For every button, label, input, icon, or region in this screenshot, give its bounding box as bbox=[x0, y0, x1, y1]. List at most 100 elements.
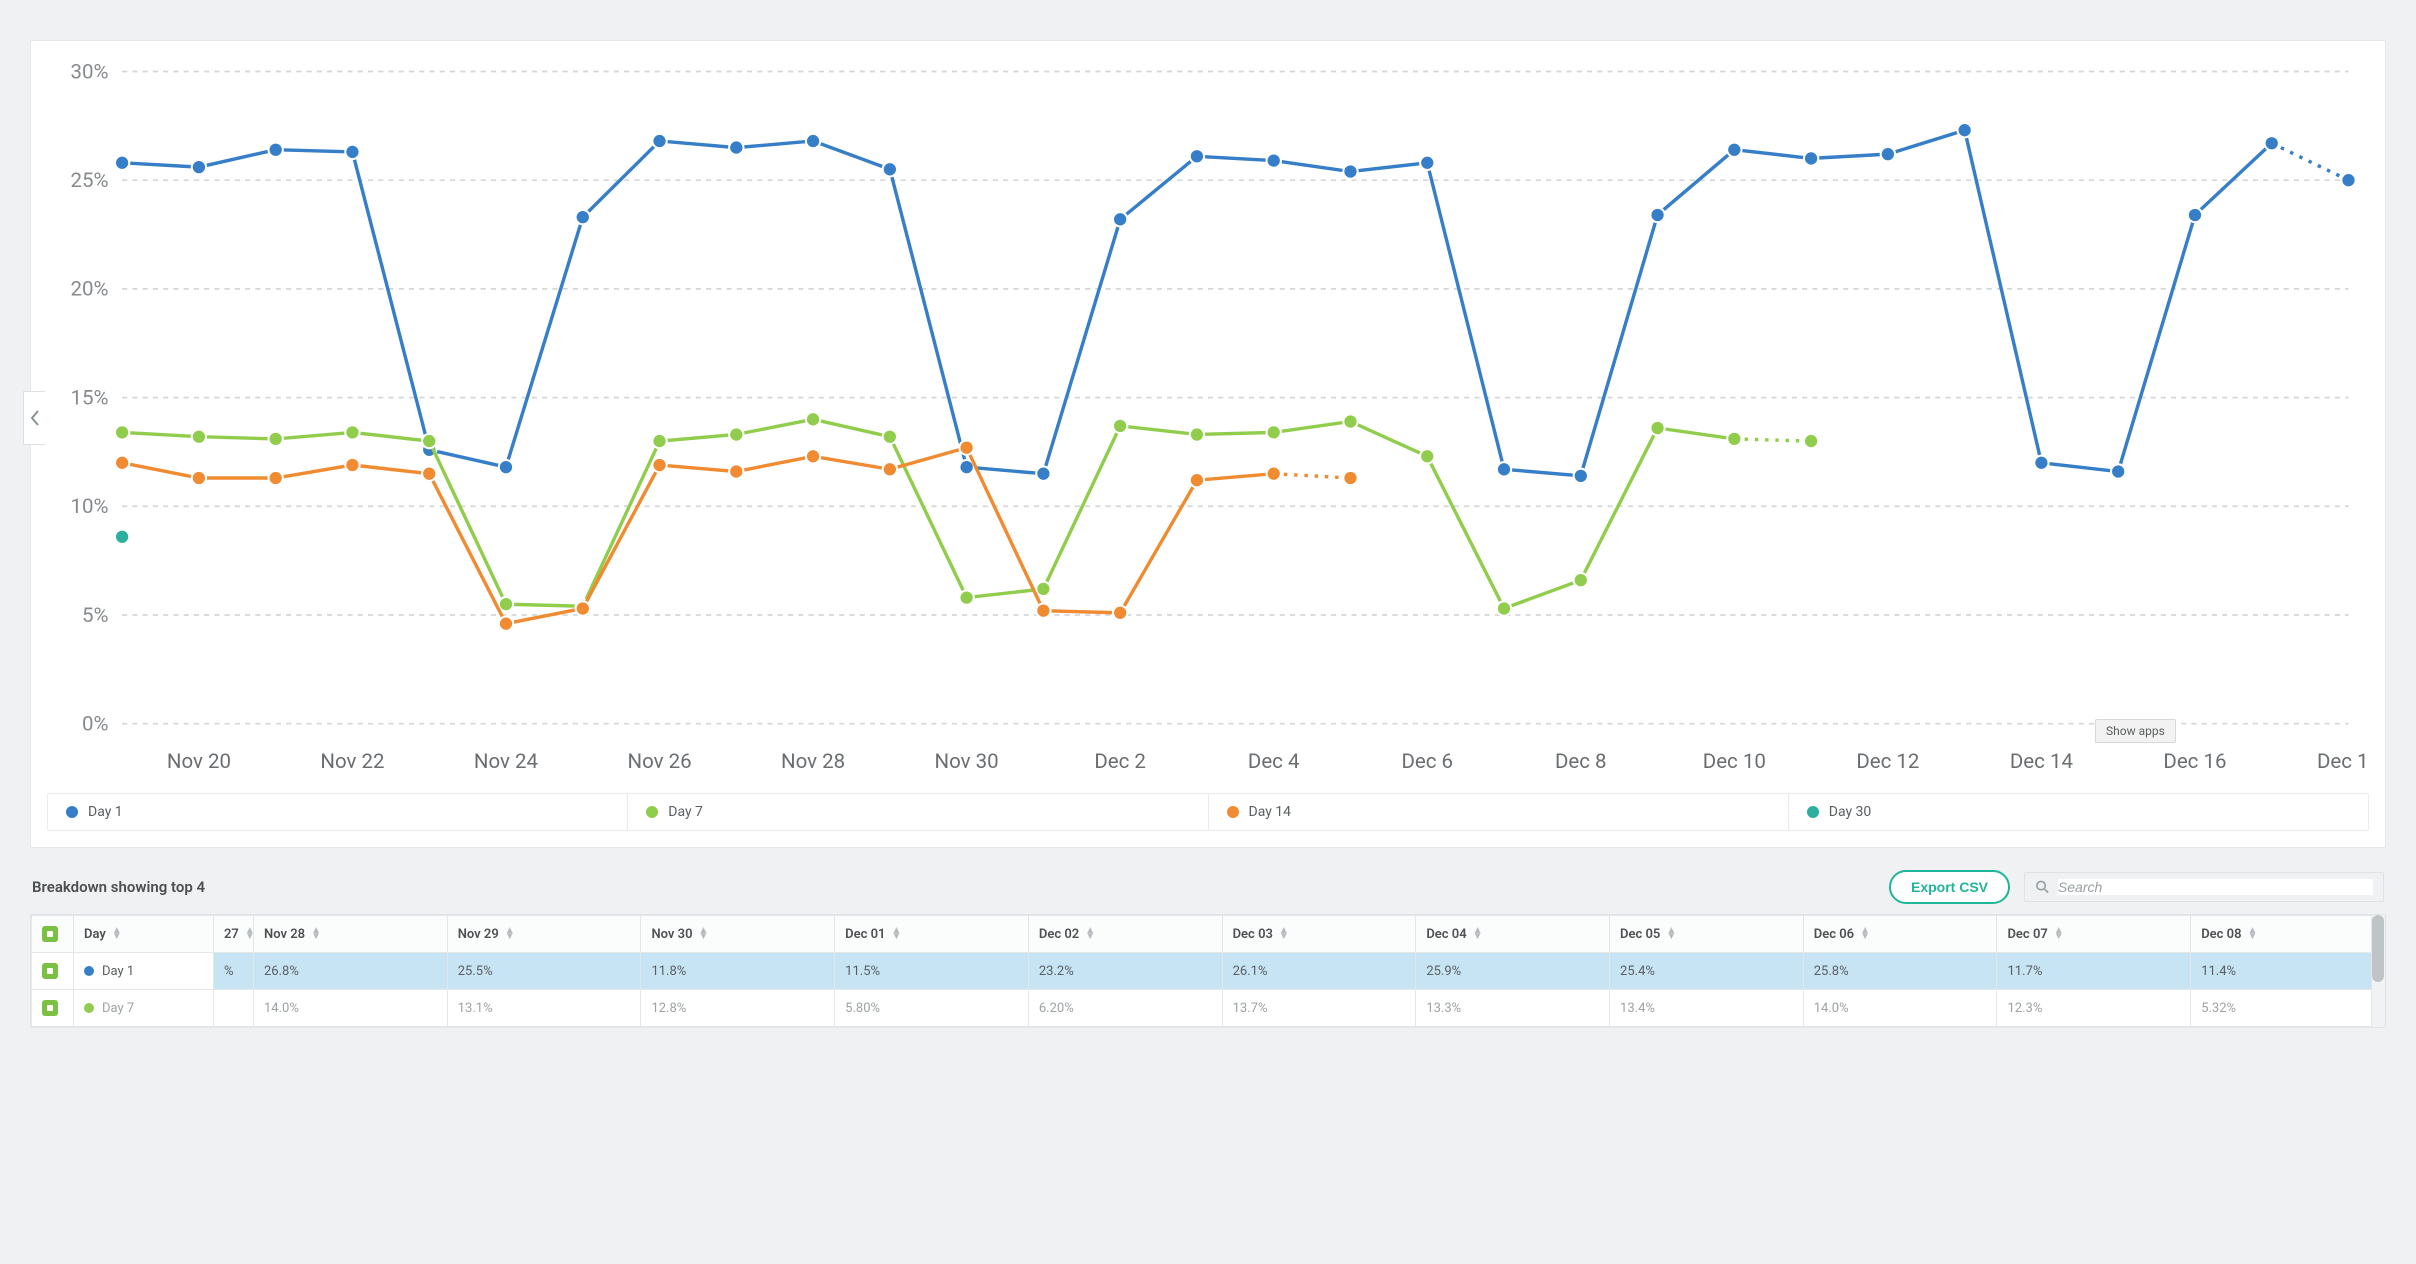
breakdown-table-wrap: Day▲▼27▲▼Nov 28▲▼Nov 29▲▼Nov 30▲▼Dec 01▲… bbox=[30, 914, 2386, 1028]
table-header[interactable]: Dec 05▲▼ bbox=[1610, 916, 1804, 953]
table-cell: 25.5% bbox=[447, 953, 641, 990]
table-cell: 13.1% bbox=[447, 990, 641, 1027]
retention-chart-card: 0% 5% 10% 15% 20% 25% 30% Nov 20 Nov 22 Nov 24 Nov… bbox=[30, 40, 2386, 848]
table-header[interactable]: Dec 02▲▼ bbox=[1028, 916, 1222, 953]
series-dot-icon bbox=[84, 1003, 94, 1013]
legend-dot-icon bbox=[66, 806, 78, 818]
table-cell: 13.4% bbox=[1610, 990, 1804, 1027]
legend-label: Day 7 bbox=[668, 804, 703, 820]
svg-text:Nov 24: Nov 24 bbox=[474, 749, 539, 773]
legend-label: Day 14 bbox=[1249, 804, 1292, 820]
table-cell: 25.8% bbox=[1803, 953, 1997, 990]
table-header[interactable]: Dec 01▲▼ bbox=[835, 916, 1029, 953]
table-header[interactable]: Dec 06▲▼ bbox=[1803, 916, 1997, 953]
retention-chart: 0% 5% 10% 15% 20% 25% 30% Nov 20 Nov 22 Nov 24 Nov… bbox=[47, 51, 2369, 785]
table-row: Day 1%26.8%25.5%11.8%11.5%23.2%26.1%25.9… bbox=[32, 953, 2385, 990]
table-header[interactable]: Dec 04▲▼ bbox=[1416, 916, 1610, 953]
table-cell: 5.80% bbox=[835, 990, 1029, 1027]
table-cell: % bbox=[214, 953, 254, 990]
chevron-left-icon bbox=[29, 409, 41, 427]
svg-text:Nov 28: Nov 28 bbox=[781, 749, 845, 773]
svg-text:10%: 10% bbox=[70, 494, 108, 518]
table-cell: 11.8% bbox=[641, 953, 835, 990]
legend-item-day14[interactable]: Day 14 bbox=[1209, 794, 1789, 830]
svg-text:30%: 30% bbox=[70, 59, 108, 83]
legend-dot-icon bbox=[646, 806, 658, 818]
svg-text:5%: 5% bbox=[82, 603, 109, 627]
table-cell: 25.9% bbox=[1416, 953, 1610, 990]
legend-dot-icon bbox=[1807, 806, 1819, 818]
search-icon bbox=[2035, 879, 2050, 895]
table-cell: 14.0% bbox=[1803, 990, 1997, 1027]
svg-text:Dec 6: Dec 6 bbox=[1401, 749, 1453, 773]
table-cell: 23.2% bbox=[1028, 953, 1222, 990]
row-checkbox-cell[interactable] bbox=[32, 953, 74, 990]
svg-text:Dec 2: Dec 2 bbox=[1094, 749, 1146, 773]
table-cell bbox=[214, 990, 254, 1027]
table-cell: 26.8% bbox=[254, 953, 448, 990]
series-dot-icon bbox=[84, 966, 94, 976]
table-header-row: Day▲▼27▲▼Nov 28▲▼Nov 29▲▼Nov 30▲▼Dec 01▲… bbox=[32, 916, 2385, 953]
table-cell: 6.20% bbox=[1028, 990, 1222, 1027]
table-cell: 5.32% bbox=[2191, 990, 2385, 1027]
table-header[interactable]: 27▲▼ bbox=[214, 916, 254, 953]
svg-text:Nov 30: Nov 30 bbox=[935, 749, 999, 773]
svg-text:Dec 12: Dec 12 bbox=[1856, 749, 1919, 773]
export-csv-label: Export CSV bbox=[1911, 879, 1988, 895]
table-cell: 13.7% bbox=[1222, 990, 1416, 1027]
table-cell: 11.5% bbox=[835, 953, 1029, 990]
svg-text:Dec 18: Dec 18 bbox=[2317, 749, 2369, 773]
tooltip-label: Show apps bbox=[2106, 724, 2165, 738]
legend-item-day30[interactable]: Day 30 bbox=[1789, 794, 2368, 830]
svg-text:15%: 15% bbox=[70, 385, 108, 409]
legend-item-day1[interactable]: Day 1 bbox=[48, 794, 628, 830]
search-field-wrap[interactable] bbox=[2024, 872, 2384, 902]
table-cell: 26.1% bbox=[1222, 953, 1416, 990]
svg-text:0%: 0% bbox=[82, 712, 109, 736]
table-header[interactable]: Dec 08▲▼ bbox=[2191, 916, 2385, 953]
svg-text:Dec 16: Dec 16 bbox=[2163, 749, 2226, 773]
header-checkbox-cell[interactable] bbox=[32, 916, 74, 953]
row-checkbox-cell[interactable] bbox=[32, 990, 74, 1027]
checkbox-icon bbox=[42, 963, 58, 979]
table-cell: 14.0% bbox=[254, 990, 448, 1027]
table-cell: 11.4% bbox=[2191, 953, 2385, 990]
chart-legend: Day 1 Day 7 Day 14 Day 30 bbox=[47, 793, 2369, 831]
row-label-cell: Day 7 bbox=[74, 990, 214, 1027]
table-header[interactable]: Dec 07▲▼ bbox=[1997, 916, 2191, 953]
table-scrollbar-thumb[interactable] bbox=[2372, 915, 2384, 982]
table-row: Day 714.0%13.1%12.8%5.80%6.20%13.7%13.3%… bbox=[32, 990, 2385, 1027]
chart-canvas-wrap: 0% 5% 10% 15% 20% 25% 30% Nov 20 Nov 22 Nov 24 Nov… bbox=[47, 51, 2369, 785]
show-apps-tooltip[interactable]: Show apps bbox=[2095, 719, 2176, 743]
legend-label: Day 30 bbox=[1829, 804, 1872, 820]
checkbox-icon bbox=[42, 926, 58, 942]
legend-dot-icon bbox=[1227, 806, 1239, 818]
table-scrollbar-track[interactable] bbox=[2371, 915, 2385, 1027]
table-header[interactable]: Nov 28▲▼ bbox=[254, 916, 448, 953]
table-cell: 12.3% bbox=[1997, 990, 2191, 1027]
legend-item-day7[interactable]: Day 7 bbox=[628, 794, 1208, 830]
svg-text:Dec 4: Dec 4 bbox=[1248, 749, 1300, 773]
table-header[interactable]: Nov 30▲▼ bbox=[641, 916, 835, 953]
header-day[interactable]: Day▲▼ bbox=[74, 916, 214, 953]
chart-prev-button[interactable] bbox=[23, 391, 45, 445]
breakdown-title: Breakdown showing top 4 bbox=[32, 878, 205, 896]
legend-label: Day 1 bbox=[88, 804, 123, 820]
table-cell: 25.4% bbox=[1610, 953, 1804, 990]
svg-text:Nov 22: Nov 22 bbox=[320, 749, 384, 773]
export-csv-button[interactable]: Export CSV bbox=[1889, 870, 2010, 904]
breakdown-section: Breakdown showing top 4 Export CSV Day▲▼… bbox=[30, 870, 2386, 1028]
table-header[interactable]: Nov 29▲▼ bbox=[447, 916, 641, 953]
breakdown-table: Day▲▼27▲▼Nov 28▲▼Nov 29▲▼Nov 30▲▼Dec 01▲… bbox=[31, 915, 2385, 1027]
svg-text:20%: 20% bbox=[70, 277, 108, 301]
svg-text:Dec 8: Dec 8 bbox=[1555, 749, 1607, 773]
search-input[interactable] bbox=[2058, 879, 2373, 895]
svg-text:Dec 10: Dec 10 bbox=[1703, 749, 1766, 773]
table-cell: 11.7% bbox=[1997, 953, 2191, 990]
svg-text:25%: 25% bbox=[70, 168, 108, 192]
svg-text:Dec 14: Dec 14 bbox=[2010, 749, 2074, 773]
svg-text:Nov 20: Nov 20 bbox=[167, 749, 231, 773]
table-header[interactable]: Dec 03▲▼ bbox=[1222, 916, 1416, 953]
table-cell: 12.8% bbox=[641, 990, 835, 1027]
table-cell: 13.3% bbox=[1416, 990, 1610, 1027]
